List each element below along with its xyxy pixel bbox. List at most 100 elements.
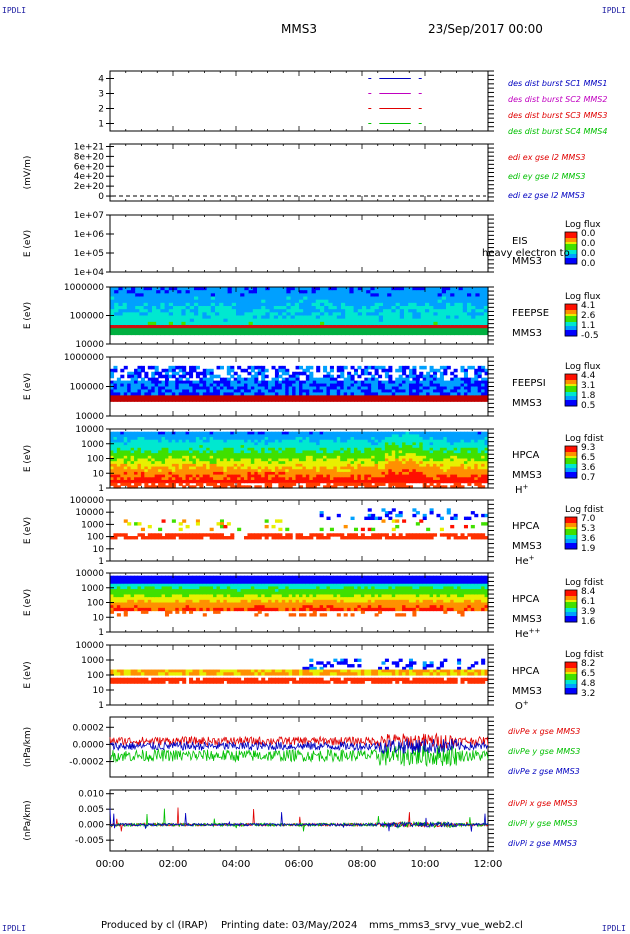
colorbar-tick-label: 0.0 — [581, 249, 596, 259]
colorbar-tick-label: 2.6 — [581, 311, 596, 321]
overlay-text: heavy electron to — [482, 248, 570, 259]
colorbar-swatch — [565, 545, 577, 548]
colorbar-swatch — [565, 547, 577, 550]
y-axis-label: (mV/m) — [23, 156, 33, 190]
spectrogram — [110, 431, 489, 489]
colorbar-frame — [564, 516, 578, 550]
corner-label-top-right: IPDLI — [601, 6, 626, 15]
colorbar-frame — [564, 445, 578, 479]
y-tick-label: 4 — [98, 75, 104, 85]
colorbar-swatch — [565, 610, 577, 613]
legend-entry: divPe y gse MMS3 — [508, 747, 580, 756]
colorbar-tick-label: 3.6 — [581, 534, 596, 544]
colorbar-swatch — [565, 517, 577, 520]
colorbar-tick-label: 1.1 — [581, 321, 595, 331]
instrument-label: EIS — [512, 236, 528, 247]
colorbar-tick-label: 1.8 — [581, 391, 596, 401]
colorbar-swatch — [565, 666, 577, 669]
panel-frame — [109, 214, 489, 273]
panel-frame — [109, 789, 489, 852]
colorbar-swatch — [565, 606, 577, 609]
y-tick-label: 10000 — [75, 508, 104, 518]
colorbar-swatch — [565, 324, 577, 327]
y-tick-label: 1000000 — [64, 283, 104, 293]
colorbar-swatch — [565, 452, 577, 455]
y-tick-label: 1000 — [81, 520, 104, 530]
colorbar-swatch — [565, 614, 577, 617]
colorbar-swatch — [565, 468, 577, 471]
colorbar-tick-label: 7.0 — [581, 514, 596, 524]
colorbar-swatch — [565, 686, 577, 689]
spacecraft-label: MMS3 — [512, 541, 542, 552]
y-tick-label: 1e+04 — [74, 268, 105, 278]
x-tick-label: 10:00 — [411, 859, 440, 870]
colorbar-swatch — [565, 662, 577, 665]
colorbar-tick-label: 1.6 — [581, 617, 596, 627]
spacecraft-label: MMS3 — [512, 614, 542, 625]
colorbar-tick-label: 0.0 — [581, 229, 596, 239]
colorbar-swatch — [565, 262, 577, 265]
spacecraft-label: MMS3 — [512, 470, 542, 481]
spectrogram — [110, 365, 489, 402]
colorbar-swatch — [565, 446, 577, 449]
colorbar-swatch — [565, 690, 577, 693]
colorbar-swatch — [565, 596, 577, 599]
y-tick-label: 0.005 — [78, 805, 104, 815]
colorbar-swatch — [565, 680, 577, 683]
series-line — [109, 807, 489, 832]
colorbar-swatch — [565, 598, 577, 601]
y-tick-label: 1 — [98, 701, 104, 711]
colorbar-swatch — [565, 678, 577, 681]
colorbar-swatch — [565, 688, 577, 691]
corner-label-bottom-left: IPDLI — [2, 924, 27, 933]
colorbar-swatch — [565, 382, 577, 385]
colorbar-frame — [564, 231, 578, 265]
y-tick-label: 3 — [98, 90, 104, 100]
colorbar-swatch — [565, 398, 577, 401]
colorbar-tick-label: 3.9 — [581, 607, 596, 617]
colorbar-swatch — [565, 616, 577, 619]
colorbar-tick-label: 6.5 — [581, 453, 595, 463]
colorbar-tick-label: 4.8 — [581, 679, 596, 689]
colorbar-swatch — [565, 620, 577, 623]
x-tick-label: 12:00 — [474, 859, 503, 870]
footer-script: mms_mms3_srvy_vue_web2.cl — [369, 920, 523, 931]
y-tick-label: 0 — [98, 192, 104, 202]
colorbar-swatch — [565, 400, 577, 403]
y-tick-label: 1e+21 — [74, 142, 104, 152]
colorbar-swatch — [565, 254, 577, 257]
colorbar-swatch — [565, 334, 577, 337]
y-tick-label: 8e+20 — [74, 152, 105, 162]
y-tick-label: 100000 — [70, 383, 105, 393]
y-tick-label: 1e+07 — [74, 211, 104, 221]
y-tick-label: 100 — [87, 671, 104, 681]
species-label: He+ — [515, 554, 535, 567]
corner-label-bottom-right: IPDLI — [601, 924, 626, 933]
colorbar-swatch — [565, 256, 577, 259]
instrument-label: HPCA — [512, 521, 540, 532]
y-tick-label: 10000 — [75, 412, 104, 422]
colorbar-swatch — [565, 320, 577, 323]
colorbar-swatch — [565, 612, 577, 615]
colorbar-tick-label: 3.2 — [581, 689, 595, 699]
colorbar-swatch — [565, 308, 577, 311]
instrument-label: HPCA — [512, 450, 540, 461]
colorbar-swatch — [565, 456, 577, 459]
y-axis-label: E (eV) — [23, 230, 33, 257]
footer-producer: Produced by cl (IRAP) — [101, 920, 208, 931]
y-axis-label: E (eV) — [23, 302, 33, 329]
species-label: O+ — [515, 699, 529, 712]
colorbar-swatch — [565, 248, 577, 251]
y-tick-label: 1000 — [81, 440, 104, 450]
colorbar-swatch — [565, 472, 577, 475]
colorbar-title: Log flux — [565, 362, 601, 372]
colorbar-frame — [564, 373, 578, 407]
y-axis-label: E (eV) — [23, 589, 33, 616]
colorbar-swatch — [565, 384, 577, 387]
y-tick-label: 100 — [87, 455, 104, 465]
legend-entry: divPe z gse MMS3 — [508, 767, 580, 776]
y-tick-label: 0.0000 — [73, 740, 105, 750]
spectrogram — [110, 508, 489, 540]
legend-entry: divPi z gse MMS3 — [508, 839, 577, 848]
series-line — [109, 738, 489, 755]
